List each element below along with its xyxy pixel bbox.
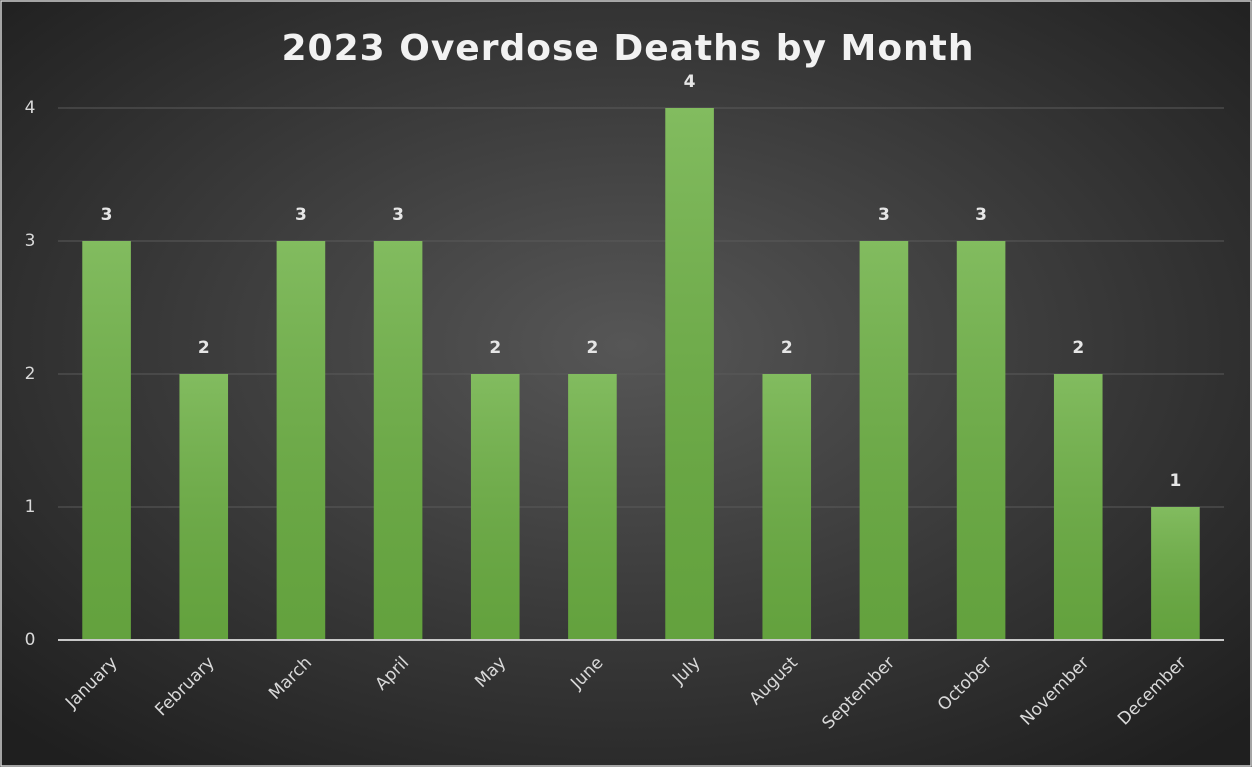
y-tick-label: 4 (25, 98, 36, 118)
bar-shine (179, 374, 229, 640)
data-label: 1 (1169, 471, 1181, 491)
data-label: 3 (295, 205, 307, 225)
data-label: 2 (586, 338, 598, 358)
bar-shine (956, 241, 1006, 640)
chart-title: 2023 Overdose Deaths by Month (281, 28, 974, 69)
data-label: 2 (489, 338, 501, 358)
bar-shine (373, 241, 423, 640)
bar-shine (82, 241, 131, 640)
data-label: 2 (198, 338, 210, 358)
bar-shine (1053, 374, 1103, 640)
data-label: 3 (975, 205, 987, 225)
y-tick-label: 2 (25, 364, 36, 384)
bar-shine (276, 241, 326, 640)
y-tick-label: 0 (25, 630, 36, 650)
bar-shine (470, 374, 520, 640)
bar-shine (568, 374, 617, 640)
bar-shine (1151, 507, 1200, 640)
data-label: 2 (781, 338, 793, 358)
data-label: 2 (1072, 338, 1084, 358)
bar-shine (665, 108, 714, 640)
bar-shine (859, 241, 909, 640)
y-tick-label: 1 (25, 497, 36, 517)
data-label: 3 (878, 205, 890, 225)
data-label: 4 (684, 72, 696, 92)
data-label: 3 (101, 205, 113, 225)
y-tick-label: 3 (25, 231, 36, 251)
data-label: 3 (392, 205, 404, 225)
bar-shine (762, 374, 812, 640)
